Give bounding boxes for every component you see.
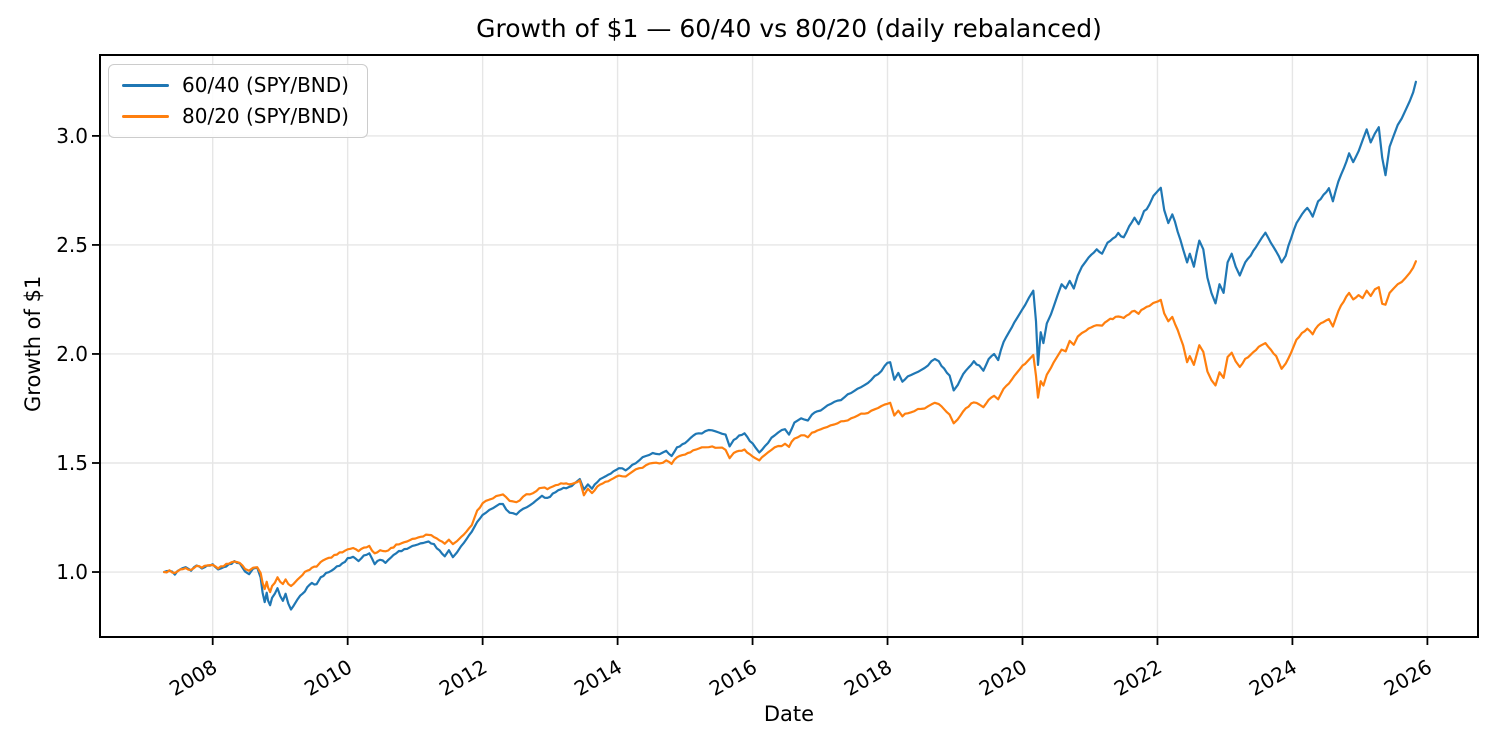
x-tick-label: 2018 [840,655,896,701]
chart-title: Growth of $1 — 60/40 vs 80/20 (daily reb… [476,14,1102,43]
x-tick-label: 2026 [1380,655,1436,701]
y-tick-label: 2.0 [56,342,88,366]
y-tick-labels: 1.0 1.5 2.0 2.5 3.0 [56,124,88,584]
x-tick-label: 2012 [435,655,491,701]
x-axis-label: Date [763,702,815,726]
x-tick-labels: 2008 2010 2012 2014 2016 2018 2020 2022 2024 2026 [165,655,1436,701]
axis-ticks [92,134,1429,645]
legend-line-swatch-60-40 [122,83,169,88]
x-tick-label: 2010 [300,655,356,701]
x-tick-label: 2022 [1110,655,1166,701]
series-lines [163,80,1417,611]
plot-border [99,54,1479,638]
series-line-80-20 [163,260,1417,594]
legend-item: 60/40 (SPY/BND) [122,74,349,97]
x-tick-label: 2014 [570,655,626,701]
y-tick-label: 3.0 [56,124,88,148]
y-tick-label: 2.5 [56,233,88,257]
y-tick-label: 1.0 [56,560,88,584]
legend-item: 80/20 (SPY/BND) [122,105,349,128]
series-line-60-40 [163,80,1417,611]
x-tick-label: 2008 [165,655,221,701]
legend-label-80-20: 80/20 (SPY/BND) [182,104,349,128]
y-axis-label: Growth of $1 [21,275,45,412]
legend-line-swatch-80-20 [122,114,169,119]
x-tick-label: 2016 [705,655,761,701]
x-tick-label: 2020 [975,655,1031,701]
x-tick-label: 2024 [1245,655,1301,701]
y-tick-label: 1.5 [56,451,88,475]
legend-label-60-40: 60/40 (SPY/BND) [182,73,349,97]
legend: 60/40 (SPY/BND) 80/20 (SPY/BND) [108,64,368,138]
gridlines [100,55,1478,637]
